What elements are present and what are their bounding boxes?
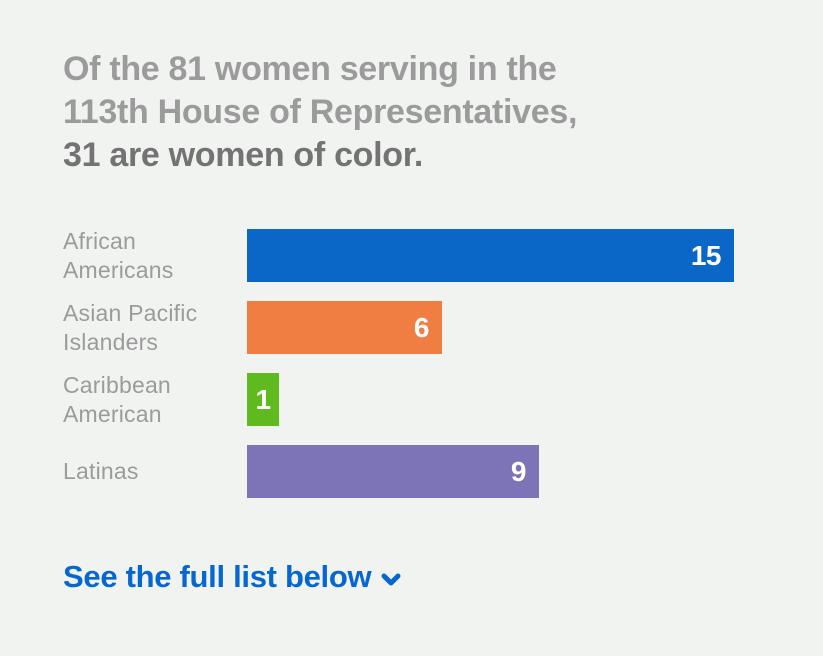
title-line-3: 31 are women of color.: [63, 136, 423, 174]
bar-chart: African Americans 15 Asian Pacific Islanders…: [63, 227, 763, 517]
category-label: African Americans: [63, 227, 174, 283]
bar-value-label: 15: [690, 239, 722, 271]
title-line-2: 113th House of Representatives,: [63, 93, 578, 131]
bar-value-label: 9: [510, 455, 527, 487]
category-label: Latinas: [63, 458, 139, 484]
bar: 15: [247, 229, 734, 282]
chart-row: Latinas 9: [63, 445, 763, 498]
title-line-1: Of the 81 women serving in the: [63, 50, 557, 88]
see-full-list-label: See the full list below: [63, 559, 372, 594]
chart-row: Caribbean American 1: [63, 371, 763, 427]
chart-row: Asian Pacific Islanders 6: [63, 299, 763, 355]
chart-row: African Americans 15: [63, 227, 763, 283]
page-title: Of the 81 women serving in the 113th Hou…: [63, 48, 577, 177]
bar: 1: [247, 373, 279, 426]
category-label: Caribbean American: [63, 371, 171, 427]
category-label: Asian Pacific Islanders: [63, 299, 198, 355]
see-full-list-link[interactable]: See the full list below: [63, 559, 401, 595]
bar-value-label: 6: [413, 311, 430, 343]
chevron-down-icon: [381, 573, 401, 586]
bar: 9: [247, 445, 539, 498]
bar-value-label: 1: [255, 383, 271, 415]
bar: 6: [247, 301, 442, 354]
